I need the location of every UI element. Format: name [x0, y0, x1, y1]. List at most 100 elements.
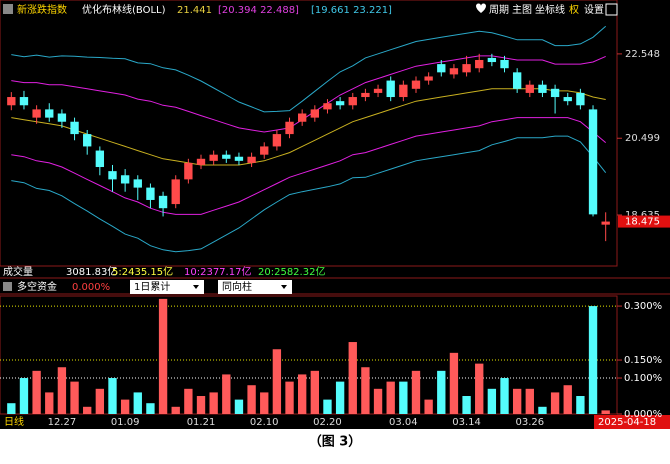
candle-body — [298, 113, 307, 122]
candle-body — [133, 179, 142, 188]
period[interactable]: 日线 — [4, 415, 24, 428]
bar — [158, 298, 168, 414]
heart-icon[interactable] — [476, 3, 486, 14]
up-button[interactable] — [605, 3, 618, 16]
bar — [487, 388, 497, 414]
volume-ma10: 10:2377.17亿 — [184, 265, 251, 278]
candle-body — [108, 171, 117, 180]
candle-body — [361, 92, 370, 98]
candle-body — [120, 175, 130, 184]
menu-item[interactable]: 权 — [569, 3, 579, 16]
bar — [373, 388, 383, 414]
bar — [601, 410, 610, 414]
bar — [7, 403, 16, 414]
volume-ma5: 5:2435.15亿 — [112, 265, 173, 278]
panel-label: 多空资金 — [17, 280, 57, 293]
candle-body — [171, 179, 180, 205]
candle-body — [475, 59, 484, 69]
bar — [424, 399, 433, 414]
candle-body — [335, 101, 345, 106]
select-text[interactable]: 1日累计 — [134, 280, 170, 293]
menu-item[interactable]: 坐标线 — [535, 3, 565, 16]
y-tick-label: 18.635 — [625, 210, 660, 221]
y-tick-label: 0.300% — [624, 301, 662, 312]
y-tick-label: 0.150% — [624, 355, 662, 366]
band-line — [11, 88, 606, 166]
bar — [335, 381, 345, 414]
bar — [184, 388, 193, 414]
candle-body — [32, 109, 41, 118]
candle-body — [146, 187, 155, 200]
bar — [323, 399, 332, 414]
candle-body — [348, 97, 357, 106]
bar — [361, 367, 370, 414]
candle-body — [487, 57, 497, 63]
candle-body — [399, 84, 408, 98]
bar — [411, 370, 421, 414]
bar — [209, 392, 218, 414]
price-box — [618, 215, 670, 228]
x-tick-label: 03.04 — [389, 417, 418, 428]
date: 2025-04-18 — [598, 417, 656, 428]
candle-body — [386, 80, 395, 98]
candle-body — [184, 162, 193, 180]
select[interactable] — [218, 280, 292, 294]
icon[interactable] — [3, 4, 13, 14]
select[interactable] — [130, 280, 204, 294]
date-box — [594, 415, 670, 429]
bar — [462, 396, 471, 414]
bar — [563, 385, 572, 414]
bar — [83, 406, 92, 414]
candle-body — [462, 64, 471, 73]
index-name: 新涨跌指数 — [17, 3, 67, 16]
bar — [171, 406, 180, 414]
bar — [538, 406, 547, 414]
boll-inner: [20.394 22.488] — [218, 5, 299, 16]
select-arrow — [281, 285, 287, 289]
bar — [260, 392, 269, 414]
band-line — [11, 117, 607, 215]
bar-frame — [0, 295, 618, 415]
bar — [120, 399, 130, 414]
bar — [298, 374, 307, 414]
candle-body — [588, 109, 598, 215]
bar — [133, 392, 142, 414]
candle-body — [538, 84, 547, 93]
candle-body — [449, 68, 459, 75]
band-line — [11, 55, 606, 133]
volume-ma20: 20:2582.32亿 — [258, 265, 325, 278]
bar — [310, 370, 319, 414]
menu-item[interactable]: 设置 — [584, 4, 604, 16]
bar — [285, 381, 294, 414]
bar — [550, 392, 560, 414]
menu-item[interactable]: 周期 — [489, 4, 509, 16]
candle-body — [310, 109, 319, 118]
icon[interactable] — [3, 282, 12, 291]
candle-body — [437, 64, 446, 73]
candle-body — [512, 72, 522, 89]
current-price: 18.475 — [625, 217, 660, 228]
bar — [399, 381, 408, 414]
candle-body — [576, 92, 585, 106]
x-tick-label: 02.20 — [313, 417, 342, 428]
candle-body — [209, 154, 218, 161]
x-tick-label: 02.10 — [250, 417, 279, 428]
candle-body — [260, 146, 269, 155]
select-text[interactable]: 同向柱 — [222, 280, 252, 293]
candle-body — [285, 121, 294, 135]
candle-body — [158, 195, 168, 209]
bar — [32, 370, 41, 414]
bar — [437, 370, 446, 414]
menu-item[interactable]: 主图 — [512, 4, 532, 16]
x-tick-label: 01.21 — [187, 417, 216, 428]
indicator: 优化布林线(BOLL) — [82, 3, 166, 16]
bar — [386, 381, 395, 414]
candle-body — [373, 88, 383, 93]
band-line — [11, 25, 607, 113]
bar — [247, 385, 256, 414]
time-bar — [0, 415, 617, 429]
candle-body — [222, 154, 231, 159]
y-tick-label: 0.100% — [624, 373, 662, 384]
y-tick-label: 20.499 — [625, 133, 660, 144]
bar — [19, 378, 29, 414]
